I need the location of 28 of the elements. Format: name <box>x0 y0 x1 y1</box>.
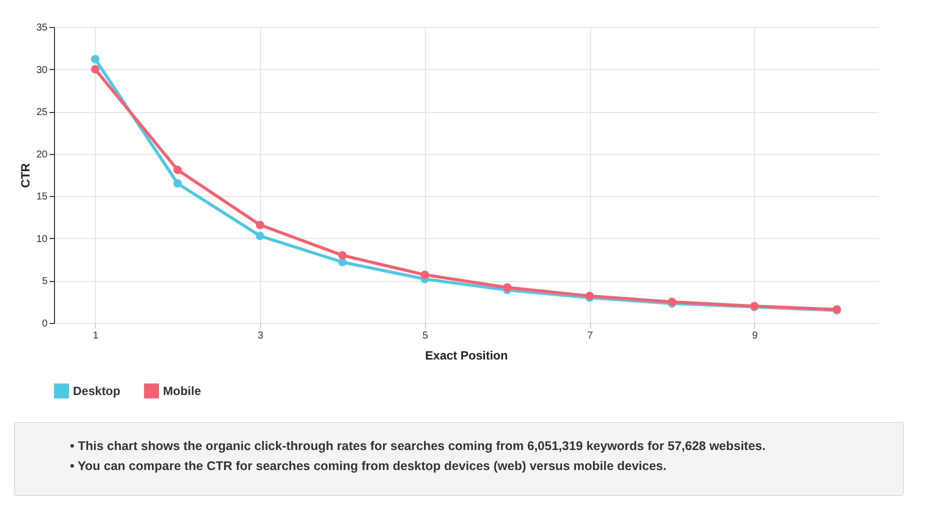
y-tick-label: 10 <box>36 234 48 245</box>
x-tick-label: 3 <box>258 330 264 342</box>
point <box>420 270 429 279</box>
legend-label: Desktop <box>73 384 120 398</box>
x-tick-label: 9 <box>752 330 758 342</box>
x-tick-label: 7 <box>587 330 594 342</box>
y-tick-label: 5 <box>42 276 48 288</box>
point <box>256 220 264 230</box>
y-tick-label: 25 <box>36 107 48 118</box>
point <box>91 65 100 74</box>
x-tick-label: 1 <box>92 330 99 342</box>
y-tick-label: 15 <box>36 192 48 203</box>
y-axis-title: CTR <box>18 162 32 188</box>
x-tick-label: 5 <box>422 330 429 342</box>
legend-label: Mobile <box>163 384 202 398</box>
text: • This chart shows the organic click-through rates for searches coming from 6,051,319 keywords for 57,628 websites. <box>70 439 767 453</box>
text: • You can compare the CTR for searches coming from desktop devices (web) versus mobile devices. <box>70 459 668 473</box>
point <box>503 283 512 292</box>
y-tick-label: 0 <box>42 318 48 330</box>
point <box>338 251 347 260</box>
x-axis-title: Exact Position <box>425 348 508 362</box>
point <box>173 179 182 188</box>
y-tick-label: 20 <box>36 149 48 160</box>
point <box>256 232 264 240</box>
y-tick-label: 35 <box>36 22 48 34</box>
y-tick-label: 30 <box>36 64 48 76</box>
point <box>173 166 182 174</box>
point <box>91 54 100 64</box>
